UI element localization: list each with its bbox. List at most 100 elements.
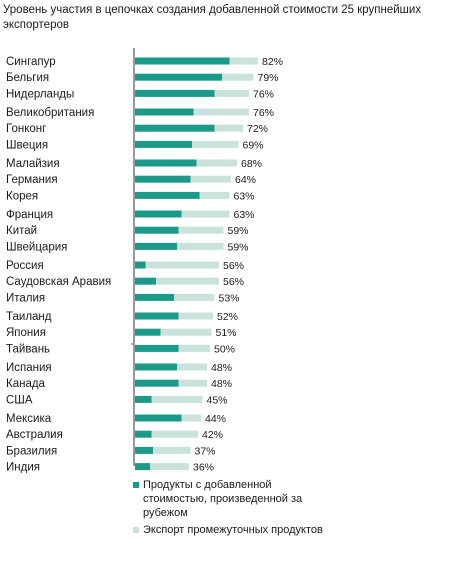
bar-intermediate-exports xyxy=(192,140,239,148)
total-value-label: 68% xyxy=(241,158,262,170)
bar-intermediate-exports xyxy=(177,363,207,371)
category-label: Швеция xyxy=(6,139,48,151)
bar-intermediate-exports xyxy=(160,328,212,336)
bar-intermediate-exports xyxy=(214,124,243,132)
bar-intermediate-exports xyxy=(153,446,191,454)
total-value-label: 53% xyxy=(219,292,240,304)
legend-swatch-intermediate-exports xyxy=(133,527,139,533)
bar-intermediate-exports xyxy=(190,175,231,183)
bar-foreign-value-added xyxy=(135,379,179,387)
category-label: США xyxy=(6,394,33,406)
bar-foreign-value-added xyxy=(135,73,222,81)
total-value-label: 56% xyxy=(223,276,244,288)
bar-intermediate-exports xyxy=(178,226,224,234)
category-label: Бельгия xyxy=(6,72,49,84)
total-value-label: 50% xyxy=(214,343,235,355)
category-label: Швейцария xyxy=(6,241,67,253)
category-label: Саудовская Аравия xyxy=(6,276,111,288)
total-value-label: 63% xyxy=(234,209,255,221)
total-value-label: 44% xyxy=(205,413,226,425)
total-value-label: 45% xyxy=(207,394,228,406)
category-label: Бразилия xyxy=(6,445,57,457)
bar-intermediate-exports xyxy=(214,89,249,97)
legend-label-foreign-value-added: Продукты с добавленной стоимостью, произ… xyxy=(143,479,303,519)
bar-foreign-value-added xyxy=(135,312,179,320)
bar-intermediate-exports xyxy=(150,463,189,471)
total-value-label: 72% xyxy=(247,123,268,135)
bar-foreign-value-added xyxy=(135,89,215,97)
bar-intermediate-exports xyxy=(181,210,230,218)
bar-intermediate-exports xyxy=(181,414,201,422)
bar-foreign-value-added xyxy=(135,108,194,116)
legend-label-intermediate-exports: Экспорт промежуточных продуктов xyxy=(143,524,323,536)
total-value-label: 59% xyxy=(228,241,249,253)
bar-intermediate-exports xyxy=(151,395,203,403)
bar-intermediate-exports xyxy=(178,344,210,352)
legend: Продукты с добавленной стоимостью, произ… xyxy=(133,478,333,540)
bar-foreign-value-added xyxy=(135,191,200,199)
category-label: Тайвань xyxy=(6,343,50,355)
total-value-label: 48% xyxy=(211,362,232,374)
total-value-label: 64% xyxy=(235,174,256,186)
bar-intermediate-exports xyxy=(174,293,215,301)
total-value-label: 36% xyxy=(193,462,214,474)
bar-foreign-value-added xyxy=(135,261,146,269)
category-label: Испания xyxy=(6,362,52,374)
bar-foreign-value-added xyxy=(135,395,152,403)
bar-foreign-value-added xyxy=(135,446,153,454)
total-value-label: 82% xyxy=(262,56,283,68)
bar-intermediate-exports xyxy=(177,242,224,250)
category-label: Мексика xyxy=(6,413,52,425)
bar-intermediate-exports xyxy=(156,277,219,285)
bar-intermediate-exports xyxy=(151,430,198,438)
total-value-label: 37% xyxy=(195,445,216,457)
category-label: Корея xyxy=(6,190,38,202)
legend-swatch-foreign-value-added xyxy=(133,482,139,488)
bar-foreign-value-added xyxy=(135,175,191,183)
bar-foreign-value-added xyxy=(135,226,179,234)
category-label: Индия xyxy=(6,462,40,474)
category-label: Германия xyxy=(6,174,58,186)
category-label: Франция xyxy=(6,209,53,221)
bar-foreign-value-added xyxy=(135,363,177,371)
bar-foreign-value-added xyxy=(135,124,215,132)
category-label: Великобритания xyxy=(6,107,94,119)
bar-foreign-value-added xyxy=(135,159,197,167)
total-value-label: 56% xyxy=(223,260,244,272)
category-label: Сингапур xyxy=(6,56,56,68)
category-label: Нидерланды xyxy=(6,88,74,100)
total-value-label: 69% xyxy=(243,139,264,151)
total-value-label: 63% xyxy=(234,190,255,202)
bar-intermediate-exports xyxy=(145,261,219,269)
total-value-label: 76% xyxy=(253,107,274,119)
bar-foreign-value-added xyxy=(135,463,150,471)
legend-item-intermediate-exports: Экспорт промежуточных продуктов xyxy=(133,523,333,537)
bar-foreign-value-added xyxy=(135,210,182,218)
bar-intermediate-exports xyxy=(178,379,207,387)
bar-intermediate-exports xyxy=(196,159,237,167)
total-value-label: 52% xyxy=(217,311,238,323)
category-label: Гонконг xyxy=(6,123,46,135)
total-value-label: 79% xyxy=(258,72,279,84)
category-label: Канада xyxy=(6,378,46,390)
chart-title: Уровень участия в цепочках создания доба… xyxy=(3,4,422,31)
category-label: Таиланд xyxy=(6,311,52,323)
category-label: Малайзия xyxy=(6,158,60,170)
total-value-label: 59% xyxy=(228,225,249,237)
bar-intermediate-exports xyxy=(229,57,258,65)
bar-intermediate-exports xyxy=(222,73,254,81)
bar-foreign-value-added xyxy=(135,242,177,250)
category-label: Австралия xyxy=(6,429,63,441)
total-value-label: 76% xyxy=(253,88,274,100)
bar-intermediate-exports xyxy=(178,312,213,320)
bar-foreign-value-added xyxy=(135,140,192,148)
total-value-label: 42% xyxy=(202,429,223,441)
bar-foreign-value-added xyxy=(135,414,182,422)
category-label: Япония xyxy=(6,327,46,339)
total-value-label: 48% xyxy=(211,378,232,390)
legend-item-foreign-value-added: Продукты с добавленной стоимостью, произ… xyxy=(133,478,333,520)
category-label: Италия xyxy=(6,292,45,304)
bar-foreign-value-added xyxy=(135,344,179,352)
bar-intermediate-exports xyxy=(193,108,249,116)
